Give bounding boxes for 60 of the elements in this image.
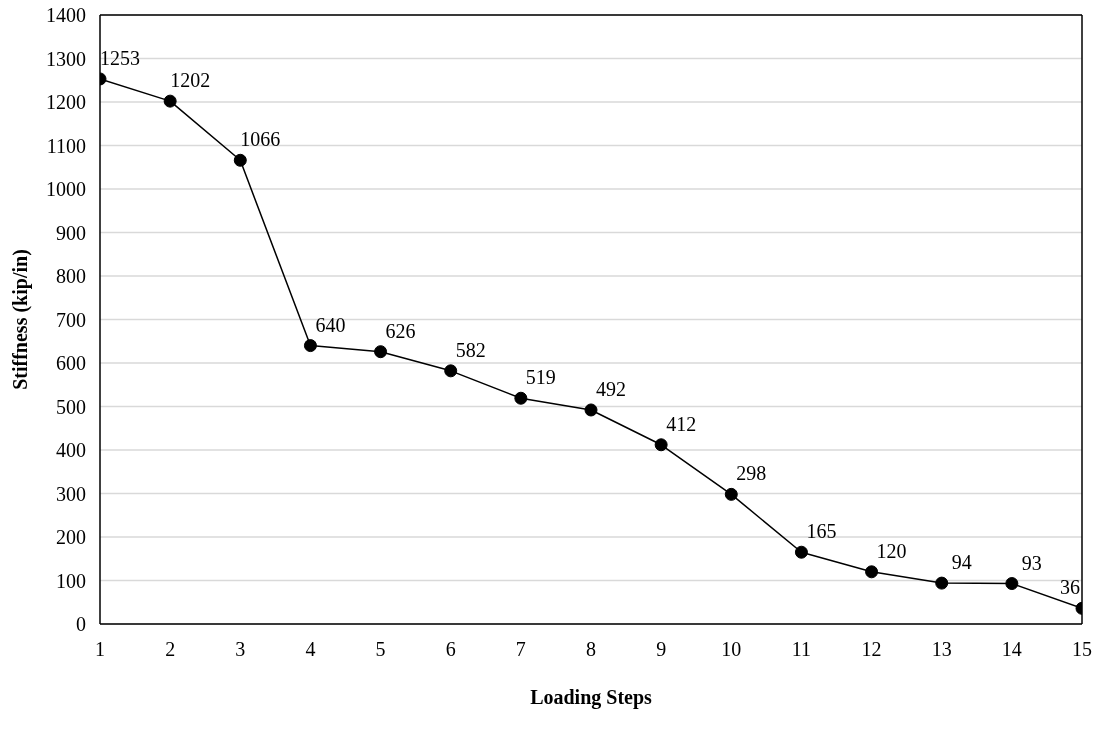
data-label: 165 bbox=[806, 520, 837, 543]
point bbox=[584, 403, 598, 417]
point bbox=[935, 576, 949, 590]
y-tick-label: 500 bbox=[56, 395, 86, 418]
y-tick-label: 800 bbox=[56, 265, 86, 288]
data-label: 519 bbox=[525, 366, 556, 389]
x-tick-label: 2 bbox=[165, 638, 176, 661]
point bbox=[374, 345, 388, 359]
y-tick-label: 1000 bbox=[46, 178, 86, 201]
point bbox=[724, 487, 738, 501]
y-tick-label: 300 bbox=[56, 482, 86, 505]
x-tick-label: 15 bbox=[1072, 638, 1092, 661]
point bbox=[514, 391, 528, 405]
y-tick-label: 1400 bbox=[46, 4, 86, 27]
x-tick-label: 10 bbox=[721, 638, 742, 661]
y-tick-label: 900 bbox=[56, 221, 86, 244]
point bbox=[303, 339, 317, 353]
x-tick-label: 3 bbox=[235, 638, 246, 661]
x-tick-label: 4 bbox=[305, 638, 316, 661]
data-label: 492 bbox=[596, 377, 626, 400]
point bbox=[1005, 577, 1019, 591]
x-tick-label: 8 bbox=[586, 638, 596, 661]
point bbox=[444, 364, 458, 378]
data-label: 298 bbox=[736, 462, 767, 485]
point bbox=[794, 545, 808, 559]
x-tick-label: 11 bbox=[791, 638, 812, 661]
data-label: 1202 bbox=[170, 69, 211, 92]
data-label: 94 bbox=[951, 551, 972, 574]
data-label: 640 bbox=[315, 313, 346, 336]
y-tick-label: 100 bbox=[56, 569, 86, 592]
y-tick-label: 1200 bbox=[46, 91, 86, 114]
y-tick-label: 0 bbox=[76, 613, 86, 636]
x-tick-label: 6 bbox=[445, 638, 456, 661]
x-tick-label: 5 bbox=[375, 638, 386, 661]
data-label: 582 bbox=[455, 338, 486, 361]
x-tick-label: 14 bbox=[1001, 638, 1022, 661]
y-tick-label: 600 bbox=[56, 352, 86, 375]
x-tick-label: 13 bbox=[931, 638, 952, 661]
point bbox=[163, 94, 177, 108]
y-tick-label: 1100 bbox=[46, 134, 86, 157]
data-label: 93 bbox=[1021, 551, 1042, 574]
data-label: 36 bbox=[1060, 576, 1080, 599]
data-label: 120 bbox=[876, 539, 907, 562]
x-tick-label: 1 bbox=[95, 638, 105, 661]
data-label: 1253 bbox=[100, 46, 140, 69]
point bbox=[233, 153, 247, 167]
y-tick-label: 200 bbox=[56, 526, 86, 549]
data-label: 626 bbox=[385, 319, 416, 342]
data-label: 412 bbox=[666, 412, 697, 435]
point bbox=[865, 565, 879, 579]
data-label: 1066 bbox=[240, 128, 281, 151]
y-axis-title: Stiffness (kip/in) bbox=[9, 249, 33, 390]
x-tick-label: 12 bbox=[861, 638, 882, 661]
y-tick-label: 700 bbox=[56, 308, 86, 331]
y-tick-label: 1300 bbox=[46, 47, 86, 70]
y-tick-label: 400 bbox=[56, 439, 86, 462]
x-axis-title: Loading Steps bbox=[530, 686, 653, 709]
point bbox=[654, 438, 668, 452]
x-tick-label: 9 bbox=[656, 638, 667, 661]
x-tick-label: 7 bbox=[515, 638, 526, 661]
